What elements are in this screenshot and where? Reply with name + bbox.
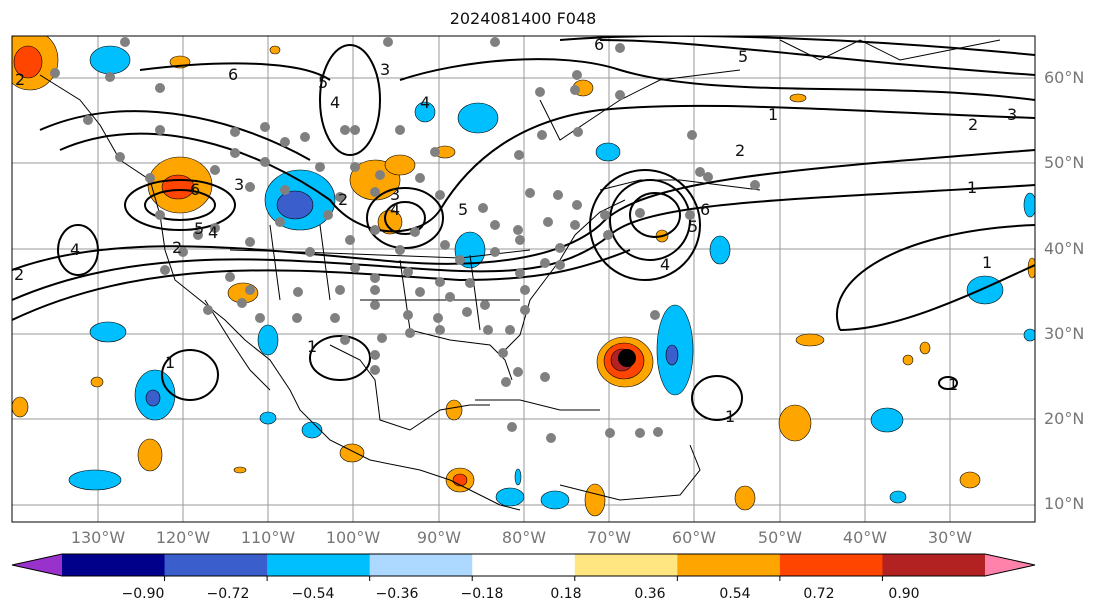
colorbar-segment xyxy=(472,554,576,576)
contour-label: 4 xyxy=(660,255,670,274)
longitude-label: 130°W xyxy=(70,528,126,547)
colorbar-segment xyxy=(164,554,268,576)
latitude-label: 10°N xyxy=(1044,494,1085,513)
contour-label: 2 xyxy=(15,70,25,89)
colorbar-segment xyxy=(62,554,166,576)
contour-label: 1 xyxy=(948,375,958,394)
contour-label: 5 xyxy=(738,47,748,66)
longitude-label: 40°W xyxy=(842,528,888,547)
longitude-label: 60°W xyxy=(671,528,717,547)
colorbar-tick-label: −0.54 xyxy=(291,586,335,602)
colorbar-segment xyxy=(779,554,883,576)
contour-label: 6 xyxy=(700,200,710,219)
latitude-label: 30°N xyxy=(1044,324,1085,343)
contour-label: 5 xyxy=(194,219,204,238)
contour-label: 6 xyxy=(228,65,238,84)
colorbar-max-arrow xyxy=(985,554,1035,576)
colorbar-tick-label: 0.90 xyxy=(888,586,920,602)
colorbar-tick-label: −0.36 xyxy=(375,586,419,602)
contour-label: 2 xyxy=(338,190,348,209)
longitude-label: 30°W xyxy=(927,528,973,547)
colorbar-segment xyxy=(267,554,371,576)
colorbar-segment xyxy=(882,554,986,576)
longitude-label: 50°W xyxy=(757,528,803,547)
contour-label: 1 xyxy=(768,105,778,124)
station-dots xyxy=(50,37,760,443)
colorbar-tick-label: 0.36 xyxy=(634,586,666,602)
colorbar-segment xyxy=(369,554,473,576)
contour-label: 4 xyxy=(70,240,80,259)
contour-label: 1 xyxy=(725,407,735,426)
contour-label: 5 xyxy=(458,200,468,219)
contour-label: 2 xyxy=(735,141,745,160)
contour-label: 3 xyxy=(1007,105,1017,124)
contour-label: 5 xyxy=(318,73,328,92)
colorbar-min-arrow xyxy=(12,554,62,576)
longitude-label: 120°W xyxy=(155,528,211,547)
contour-label: 4 xyxy=(208,223,218,242)
colorbar-tick-label: −0.18 xyxy=(460,586,504,602)
contour-label: 1 xyxy=(967,178,977,197)
colorbar-tick-label: 0.18 xyxy=(550,586,582,602)
contour-label: 4 xyxy=(390,200,400,219)
contour-label: 4 xyxy=(330,93,340,112)
contour-label: 3 xyxy=(234,175,244,194)
contour-label: 2 xyxy=(172,238,182,257)
colorbar-segment xyxy=(574,554,678,576)
contour-lines xyxy=(12,36,1035,421)
colorbar-tick-label: −0.90 xyxy=(121,586,165,602)
contour-label: 1 xyxy=(165,353,175,372)
contour-label: 6 xyxy=(190,180,200,199)
latitude-label: 40°N xyxy=(1044,239,1085,258)
longitude-label: 80°W xyxy=(501,528,547,547)
contour-labels: 6 5 4 3 6 5 1 2 3 1 6 3 5 4 2 4 2 2 3 4 … xyxy=(14,35,1017,426)
latitude-label: 20°N xyxy=(1044,409,1085,428)
colorbar-tick-label: 0.54 xyxy=(719,586,751,602)
contour-label: 5 xyxy=(688,217,698,236)
contour-label: 1 xyxy=(982,253,992,272)
storm-center-marker xyxy=(618,349,636,367)
contour-label: 2 xyxy=(14,265,24,284)
colorbar-tick-label: 0.72 xyxy=(803,586,835,602)
colorbar-tick-label: −0.72 xyxy=(206,586,250,602)
colorbar-ticks xyxy=(164,576,883,581)
longitude-label: 70°W xyxy=(586,528,632,547)
longitude-label: 110°W xyxy=(240,528,296,547)
longitude-label: 90°W xyxy=(416,528,462,547)
gridlines xyxy=(12,36,1035,522)
contour-label: 6 xyxy=(594,35,604,54)
map-frame xyxy=(11,35,1036,523)
colorbar-segment xyxy=(677,554,781,576)
contour-label: 3 xyxy=(390,185,400,204)
colorbar-outline xyxy=(11,553,1036,577)
colorbar-segments xyxy=(11,553,1036,577)
contour-label: 3 xyxy=(380,60,390,79)
latitude-label: 60°N xyxy=(1044,68,1085,87)
latitude-label: 50°N xyxy=(1044,153,1085,172)
page-title: 2024081400 F048 xyxy=(449,9,597,28)
longitude-label: 100°W xyxy=(325,528,381,547)
contour-label: 1 xyxy=(307,337,317,356)
contour-label: 4 xyxy=(420,93,430,112)
contour-label: 2 xyxy=(968,115,978,134)
